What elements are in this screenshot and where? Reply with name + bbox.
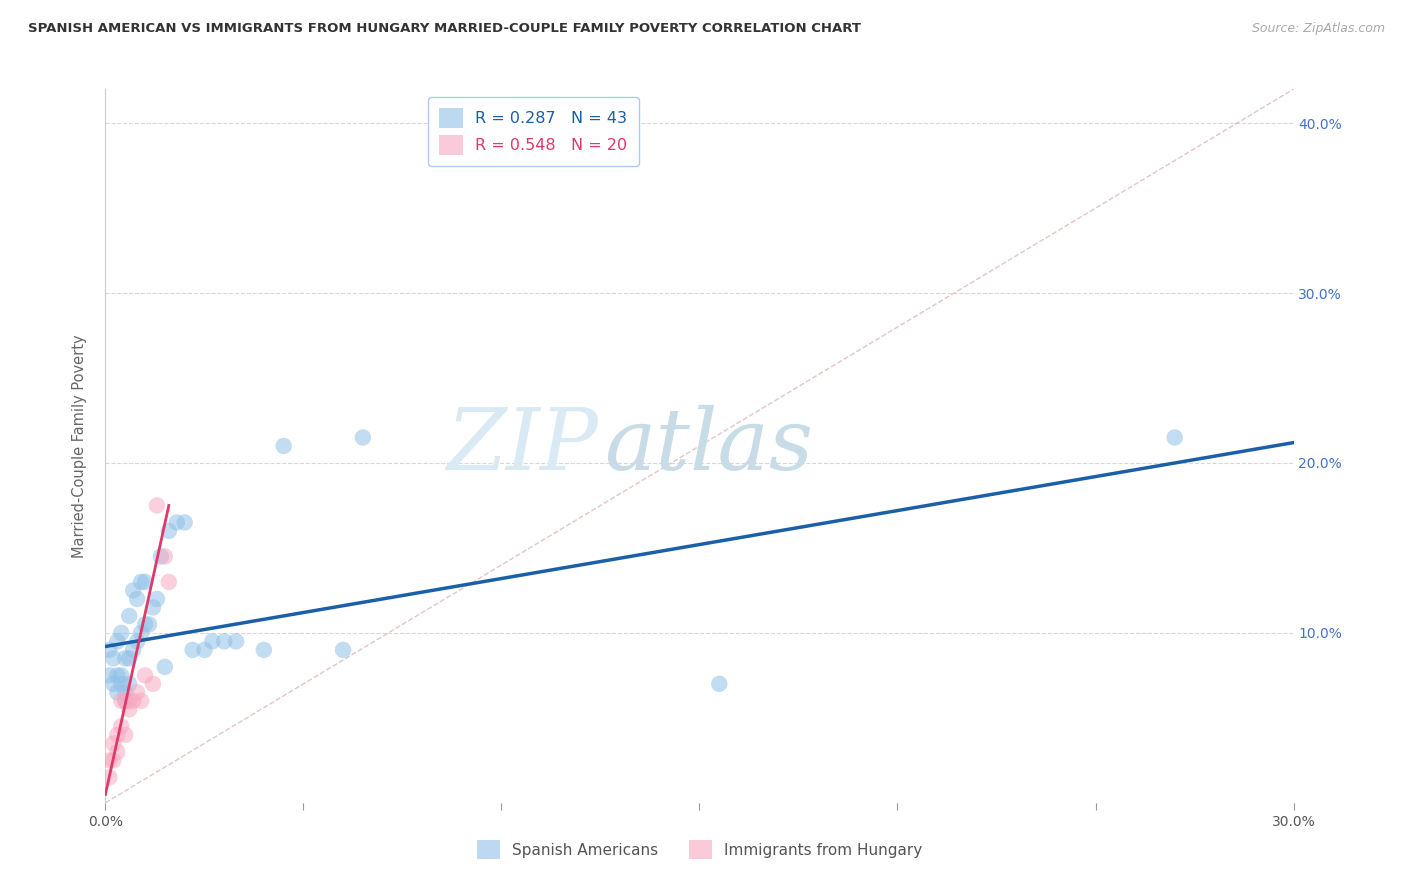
Point xyxy=(127,591,149,606)
Point xyxy=(118,677,141,691)
Point xyxy=(122,694,145,708)
Point xyxy=(103,651,125,665)
Point xyxy=(149,549,172,564)
Point xyxy=(110,668,132,682)
Point xyxy=(110,626,132,640)
Point xyxy=(129,574,152,589)
Point xyxy=(157,574,180,589)
Point xyxy=(118,608,141,623)
Point xyxy=(273,439,295,453)
Point xyxy=(173,516,195,530)
Point xyxy=(105,634,128,648)
Point xyxy=(127,685,149,699)
Point xyxy=(146,499,169,513)
Point xyxy=(214,634,236,648)
Point xyxy=(142,600,165,615)
Point xyxy=(253,643,276,657)
Point xyxy=(105,685,128,699)
Point xyxy=(1164,430,1187,444)
Point xyxy=(153,660,176,674)
Point xyxy=(166,516,188,530)
Point xyxy=(103,736,125,750)
Point xyxy=(105,745,128,759)
Point xyxy=(352,430,374,444)
Legend: Spanish Americans, Immigrants from Hungary: Spanish Americans, Immigrants from Hunga… xyxy=(470,832,929,866)
Point xyxy=(114,694,136,708)
Text: SPANISH AMERICAN VS IMMIGRANTS FROM HUNGARY MARRIED-COUPLE FAMILY POVERTY CORREL: SPANISH AMERICAN VS IMMIGRANTS FROM HUNG… xyxy=(28,22,860,36)
Point xyxy=(153,549,176,564)
Point xyxy=(127,634,149,648)
Point xyxy=(134,668,156,682)
Point xyxy=(332,643,354,657)
Point xyxy=(98,753,121,767)
Point xyxy=(134,574,156,589)
Point xyxy=(114,728,136,742)
Point xyxy=(146,591,169,606)
Point xyxy=(193,643,215,657)
Text: Source: ZipAtlas.com: Source: ZipAtlas.com xyxy=(1251,22,1385,36)
Point xyxy=(110,677,132,691)
Point xyxy=(225,634,247,648)
Point xyxy=(114,694,136,708)
Point xyxy=(122,643,145,657)
Point xyxy=(118,694,141,708)
Point xyxy=(103,753,125,767)
Point xyxy=(103,677,125,691)
Text: ZIP: ZIP xyxy=(447,405,599,487)
Point xyxy=(129,694,152,708)
Point xyxy=(110,694,132,708)
Point xyxy=(129,626,152,640)
Y-axis label: Married-Couple Family Poverty: Married-Couple Family Poverty xyxy=(72,334,87,558)
Point xyxy=(114,685,136,699)
Point xyxy=(110,719,132,733)
Point xyxy=(134,617,156,632)
Point xyxy=(118,651,141,665)
Point xyxy=(98,770,121,784)
Point xyxy=(157,524,180,538)
Point xyxy=(709,677,731,691)
Text: atlas: atlas xyxy=(605,405,814,487)
Point xyxy=(122,583,145,598)
Point xyxy=(142,677,165,691)
Point xyxy=(105,668,128,682)
Point xyxy=(98,643,121,657)
Point xyxy=(98,668,121,682)
Point xyxy=(201,634,224,648)
Point xyxy=(114,651,136,665)
Point xyxy=(138,617,160,632)
Point xyxy=(181,643,204,657)
Point xyxy=(105,728,128,742)
Point xyxy=(118,702,141,716)
